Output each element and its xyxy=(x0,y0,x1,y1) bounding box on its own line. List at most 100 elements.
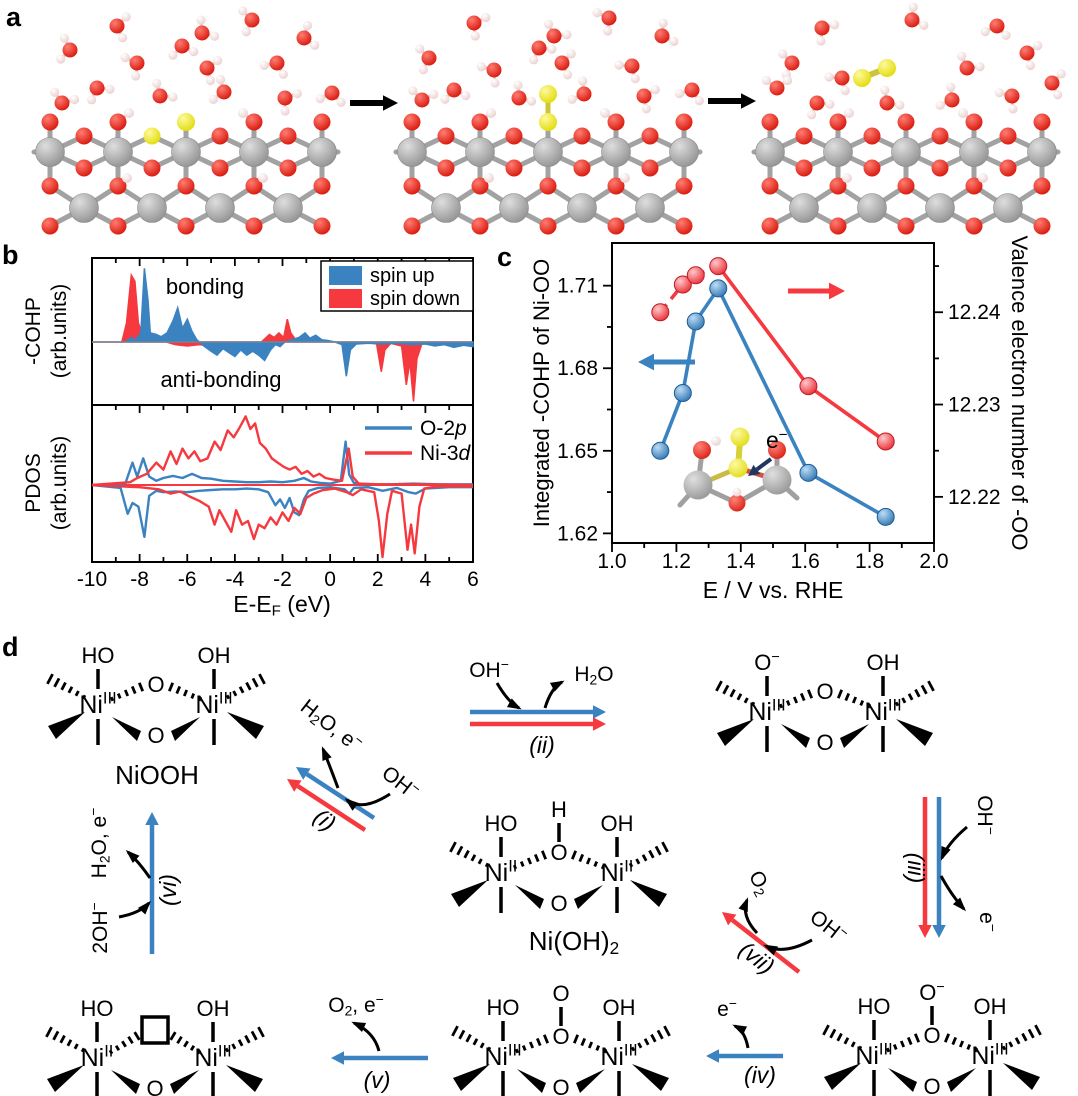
blue-series xyxy=(658,284,887,519)
pdos-x-tick: 0 xyxy=(324,568,336,591)
spin-down-label: spin down xyxy=(370,288,460,310)
pdos-x-tick: 4 xyxy=(420,568,432,591)
step-vi-reactant: 2OH− xyxy=(86,902,112,953)
superoxo-complex: NiIII HO NiIII OH O O O− xyxy=(822,980,1042,1096)
ligand-label: O− xyxy=(754,650,780,675)
top-bridge-label: O xyxy=(923,1023,940,1048)
bonding-annotation: bonding xyxy=(166,274,244,299)
bottom-bridge-label: O xyxy=(816,730,833,755)
ligand-label: OH xyxy=(867,650,900,675)
o2p-label: O-2p xyxy=(420,417,467,440)
right-axis-tick: 12.23 xyxy=(948,394,1001,417)
metal-label: NiII xyxy=(81,1043,114,1073)
niooh-label: NiOOH xyxy=(115,760,199,790)
pdos-y-axis-units: (arb.units) xyxy=(48,436,71,531)
metal-label: NiIII xyxy=(971,1041,1008,1071)
oxygen-vacancy-complex: NiII HO NiIII OH O xyxy=(45,996,265,1096)
step-ii-label: (ii) xyxy=(529,732,555,758)
top-apex-label: O− xyxy=(919,980,945,1005)
step-i-arrow-blue xyxy=(296,767,376,820)
snapshot-arrow-1 xyxy=(350,95,398,111)
metal-label: NiII xyxy=(601,858,634,888)
ligand-label: OH xyxy=(197,996,230,1021)
step-vi-label: (vi) xyxy=(155,874,181,906)
step-ii-out-curve xyxy=(543,680,565,709)
volcano-x-tick: 1.6 xyxy=(791,550,820,573)
step-ii-arrow-red xyxy=(470,717,606,731)
ligand-label: OH xyxy=(603,995,636,1020)
metal-label: NiII xyxy=(485,858,518,888)
ligand-label: HO xyxy=(82,643,115,668)
volcano-x-tick: 2.0 xyxy=(919,550,948,573)
cohp-y-axis-units: (arb.units) xyxy=(48,284,71,379)
step-iii-label: (iii) xyxy=(903,853,929,884)
ligand-label: HO xyxy=(487,995,520,1020)
metal-label: NiIII xyxy=(864,697,901,727)
step-iv-label: (iv) xyxy=(744,1062,776,1088)
step-vii-in-curve xyxy=(763,938,813,956)
step-vii-out-curve xyxy=(738,897,759,935)
metal-label: NiIII xyxy=(855,1041,892,1071)
step-iv-arrow xyxy=(706,1049,783,1063)
panel-a-snapshots xyxy=(31,2,1066,235)
snapshot-arrow-2 xyxy=(708,93,756,109)
cohp-y-axis-title: -COHP xyxy=(22,297,45,365)
slab-snapshot-2 xyxy=(393,85,703,235)
step-v-label: (v) xyxy=(364,1067,391,1093)
pdos-x-tick: 2 xyxy=(372,568,384,591)
ni3d-label: Ni-3d xyxy=(420,442,472,465)
volcano-x-tick: 1.8 xyxy=(855,550,884,573)
panel-d-mechanism: NiIIIHONiIIIOHOONiIIIO−NiIIIOHOONiIIHONi… xyxy=(45,643,1042,1096)
step-v-out-curve xyxy=(351,1021,381,1052)
step-v-arrow xyxy=(331,1051,428,1065)
ligand-label: OH xyxy=(198,643,231,668)
step-vi-product: H2O, e− xyxy=(85,808,112,879)
left-axis-tick: 1.65 xyxy=(557,440,598,463)
slab-snapshot-3 xyxy=(751,59,1061,235)
pdos-x-tick: -6 xyxy=(178,568,197,591)
step-ii-reactant: OH− xyxy=(469,656,509,682)
ligand-label: HO xyxy=(485,811,518,836)
ligand-label: HO xyxy=(858,994,891,1019)
top-apex-label: H xyxy=(551,797,567,822)
step-iii-product: e− xyxy=(975,912,1001,932)
pdos-x-tick: -10 xyxy=(77,568,107,591)
metal-label: NiIII xyxy=(194,1043,231,1073)
step-ii-product: H2O xyxy=(574,663,613,687)
right-axis-title: Valence electron number of -OO xyxy=(1007,235,1032,550)
top-bridge-label: O xyxy=(552,1024,569,1049)
panel-c-volcano: 1.0 1.2 1.4 1.6 1.8 2.0 E / V vs. RHE 1.62 1.65 1… xyxy=(529,235,1032,603)
nioh2-label: Ni(OH)2 xyxy=(529,926,619,958)
spin-down-swatch xyxy=(329,289,362,308)
right-axis-arrow xyxy=(788,282,845,300)
step-vi-arrow xyxy=(145,812,159,954)
volcano-frame xyxy=(611,242,935,544)
left-axis-tick: 1.62 xyxy=(557,522,598,545)
volcano-x-tick: 1.0 xyxy=(597,550,626,573)
anti-bonding-annotation: anti-bonding xyxy=(160,367,281,392)
step-v-product: O2, e− xyxy=(328,991,384,1018)
ligand-label: OH xyxy=(601,811,634,836)
metal-label: NiIII xyxy=(195,690,232,720)
pdos-x-tick: -4 xyxy=(226,568,245,591)
bottom-bridge-label: O xyxy=(552,1075,569,1096)
panel-c-label: c xyxy=(497,242,513,272)
deprotonated-niooh-complex: NiIII O− NiIII OH O O xyxy=(715,650,935,755)
electron-transfer-label: e− xyxy=(766,426,788,453)
metal-label: NiIII xyxy=(600,1042,637,1072)
metal-label: NiIII xyxy=(79,690,116,720)
volcano-x-axis-title: E / V vs. RHE xyxy=(703,577,844,603)
spin-up-label: spin up xyxy=(370,265,435,287)
step-iv-product: e− xyxy=(717,995,737,1021)
pdos-x-axis-title: E-EF (eV) xyxy=(233,591,330,620)
left-axis-tick: 1.71 xyxy=(557,275,598,298)
step-vi-out-curve xyxy=(125,849,152,879)
electron-transfer-arrow xyxy=(748,457,773,476)
step-i-label: (i) xyxy=(309,803,341,836)
bottom-bridge-label: O xyxy=(146,1076,163,1096)
